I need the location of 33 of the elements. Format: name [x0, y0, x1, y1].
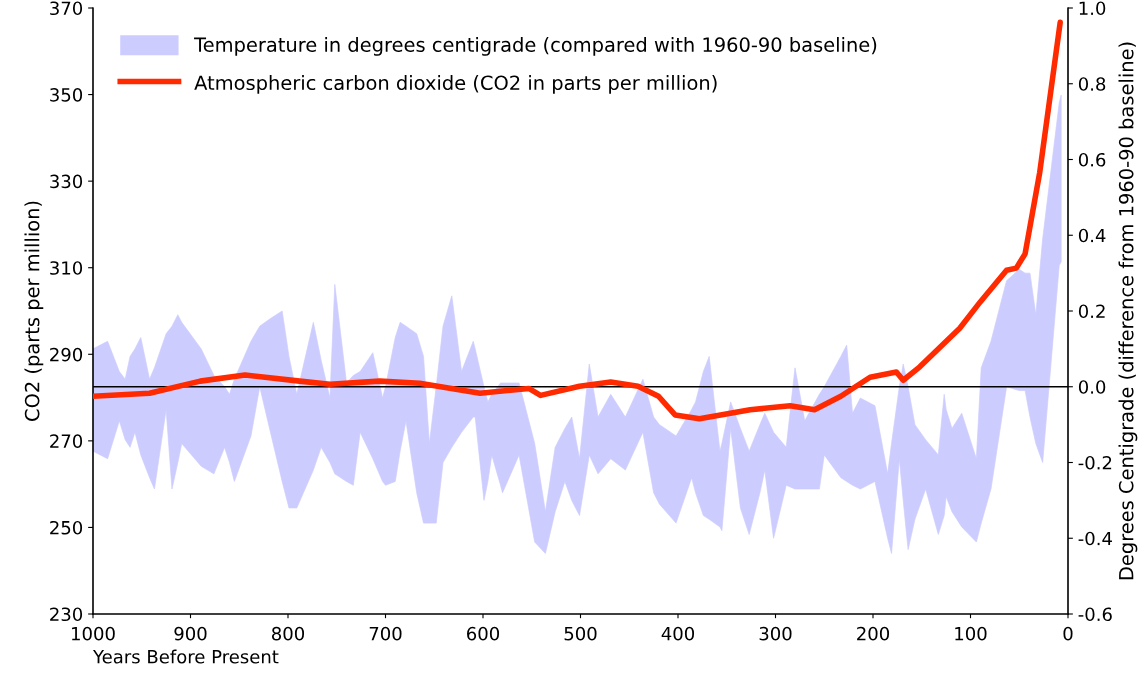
legend-label: Temperature in degrees centigrade (compared with 1960-90 baseline) — [194, 36, 877, 56]
y2-tick-label: 0.6 — [1078, 152, 1106, 167]
x-axis-title: Years Before Present — [92, 649, 279, 664]
x-tick-label: 800 — [271, 626, 305, 641]
y-tick-label: 250 — [50, 520, 83, 535]
y2-tick-label: 0.0 — [1078, 380, 1106, 394]
x-tick-label: 400 — [661, 626, 695, 641]
y-tick-label: 310 — [50, 261, 83, 275]
y2-tick-label: 0.8 — [1078, 77, 1106, 91]
y2-tick-label: 0.4 — [1078, 228, 1106, 243]
y-tick-label: 330 — [50, 174, 83, 189]
legend-label: Atmospheric carbon dioxide (CO2 in parts per million) — [194, 75, 717, 94]
x-tick-label: 300 — [759, 626, 792, 641]
x-tick-label: 100 — [955, 626, 987, 641]
y2-tick-label: -0.4 — [1078, 531, 1112, 546]
y2-tick-label: 1.0 — [1079, 1, 1106, 16]
y2-tick-label: -0.2 — [1078, 455, 1112, 470]
x-tick-label: 0 — [1063, 626, 1073, 641]
x-tick-label: 200 — [857, 626, 890, 641]
x-tick-label: 900 — [174, 626, 207, 641]
y-tick-label: 350 — [50, 88, 83, 102]
y2-tick-label: 0.2 — [1078, 304, 1105, 319]
y-tick-label: 290 — [50, 347, 83, 362]
x-tick-label: 600 — [467, 626, 500, 641]
y-tick-label: 270 — [50, 434, 83, 448]
y2-tick-label: -0.6 — [1078, 607, 1112, 622]
y2-axis-title: Degrees Centigrade (difference from 1960-90 baseline) — [1118, 42, 1138, 580]
x-tick-label: 700 — [369, 626, 402, 641]
x-tick-label: 500 — [564, 626, 597, 641]
y-tick-label: 370 — [50, 1, 83, 16]
y-axis-title: CO2 (parts per million) — [24, 201, 44, 421]
x-tick-label: 1000 — [72, 626, 115, 641]
y-tick-label: 230 — [50, 607, 83, 622]
